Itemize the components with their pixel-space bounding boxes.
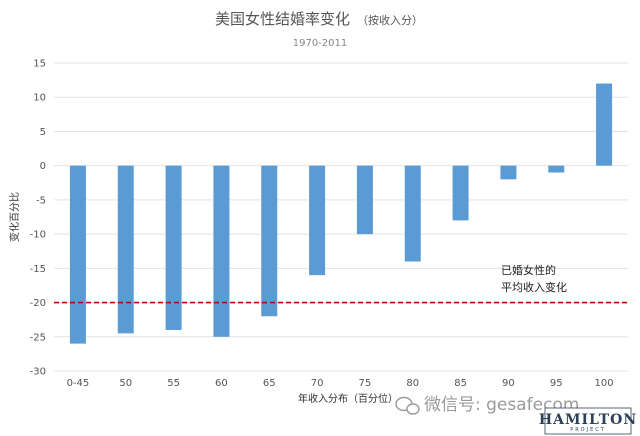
y-tick-label: -30 xyxy=(30,367,46,378)
x-axis-ticks: 0-45 50 55 60 65 70 75 80 85 90 95 100 xyxy=(67,378,614,389)
bar xyxy=(548,165,565,173)
bar xyxy=(165,165,182,330)
x-tick-label: 0-45 xyxy=(67,378,90,389)
bar xyxy=(452,165,469,221)
y-tick-label: 5 xyxy=(40,127,46,138)
x-axis-label: 年收入分布（百分位） xyxy=(298,392,398,405)
bars xyxy=(69,83,613,344)
x-tick-label: 50 xyxy=(119,378,132,389)
y-tick-label: -5 xyxy=(36,195,46,206)
y-tick-label: 15 xyxy=(33,59,46,70)
x-tick-label: 95 xyxy=(550,378,563,389)
x-tick-label: 70 xyxy=(311,378,324,389)
bar xyxy=(261,165,278,317)
y-tick-label: 0 xyxy=(40,161,46,172)
x-tick-label: 90 xyxy=(502,378,515,389)
x-tick-label: 55 xyxy=(167,378,180,389)
hamilton-logo: HAMILTON xyxy=(539,412,637,428)
bar xyxy=(309,165,326,276)
y-tick-label: -10 xyxy=(30,230,46,241)
x-tick-label: 80 xyxy=(406,378,419,389)
x-tick-label: 65 xyxy=(263,378,276,389)
y-tick-label: 10 xyxy=(33,93,46,104)
hamilton-logo-box xyxy=(544,407,632,435)
bar xyxy=(500,165,517,180)
x-tick-label: 85 xyxy=(454,378,467,389)
y-axis-ticks: 15 10 5 0 -5 -10 -15 -20 -25 -30 xyxy=(30,59,46,378)
chart-title-note: （按收入分） xyxy=(357,13,423,27)
gridlines xyxy=(54,62,628,372)
y-axis-label: 变化百分比 xyxy=(8,192,21,242)
x-tick-label: 60 xyxy=(215,378,228,389)
chart-title: 美国女性结婚率变化 xyxy=(215,10,350,28)
y-tick-label: -25 xyxy=(30,332,46,343)
bar xyxy=(596,83,613,166)
y-tick-label: -20 xyxy=(30,298,46,309)
y-tick-label: -15 xyxy=(30,264,46,275)
reference-label-line1: 已婚女性的 xyxy=(501,263,556,277)
bar xyxy=(404,165,421,262)
bar xyxy=(213,165,230,337)
reference-label-line2: 平均收入变化 xyxy=(501,280,567,294)
hamilton-logo-sub: PROJECT xyxy=(570,427,606,433)
bar xyxy=(117,165,134,334)
watermark-text: 微信号: gesafecom xyxy=(424,395,579,415)
wechat-icon xyxy=(395,396,420,415)
bar xyxy=(356,165,373,235)
x-tick-label: 75 xyxy=(359,378,372,389)
x-tick-label: 100 xyxy=(595,378,614,389)
bar xyxy=(69,165,86,344)
chart-subtitle: 1970-2011 xyxy=(293,38,348,49)
